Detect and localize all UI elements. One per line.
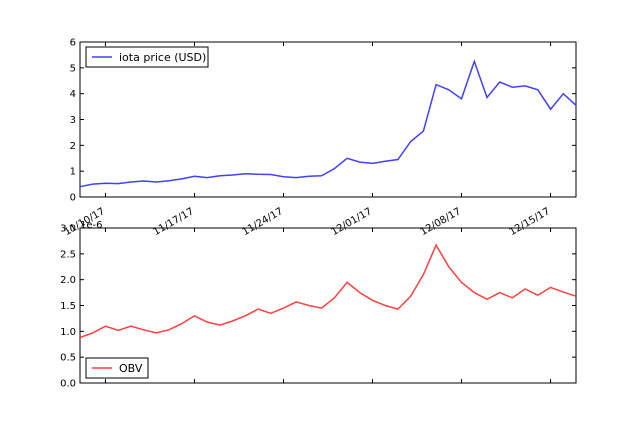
x-tick-label: 12/08/17 [419,206,463,238]
price-legend-label: iota price (USD) [119,51,206,64]
price-legend-frame [85,46,209,68]
offset-label: 1e-6 [80,220,103,231]
obv-y-tick-label: 1.0 [60,327,76,338]
price-series-line [79,59,577,188]
price-y-tick-label: 6 [70,38,76,49]
obv-y-tick-label: 3.0 [60,224,76,235]
x-tick-label: 11/17/17 [152,206,196,238]
obv-panel: 0.0 0.5 1.0 1.5 2.0 2.5 3.0 OBV [60,224,577,390]
x-tick-label: 12/01/17 [330,206,374,238]
obv-plot-frame [79,227,577,384]
price-legend: iota price (USD) [85,46,209,68]
price-y-tick-label: 3 [70,115,76,126]
x-tick-label: 12/15/17 [508,206,552,238]
price-y-tick-label: 1 [70,167,76,178]
obv-y-tick-label: 0.0 [60,379,76,390]
price-x-axis: 11/10/17 11/17/17 11/24/17 12/01/17 12/08/17… [63,42,552,238]
price-y-tick-label: 0 [70,193,76,204]
obv-legend: OBV [85,357,149,379]
obv-legend-frame [85,357,149,379]
obv-legend-label: OBV [119,362,143,375]
obv-y-tick-label: 2.5 [60,249,76,260]
price-y-axis: 0 1 2 3 4 5 6 [70,38,576,204]
price-y-tick-label: 5 [70,63,76,74]
obv-y-axis: 0.0 0.5 1.0 1.5 2.0 2.5 3.0 [60,224,576,390]
price-y-tick-label: 4 [70,89,76,100]
x-tick-label: 11/24/17 [241,206,285,238]
obv-y-tick-label: 2.0 [60,275,76,286]
price-y-tick-label: 2 [70,141,76,152]
obv-y-tick-label: 0.5 [60,353,76,364]
obv-y-tick-label: 1.5 [60,301,76,312]
obv-series-line [79,243,577,339]
